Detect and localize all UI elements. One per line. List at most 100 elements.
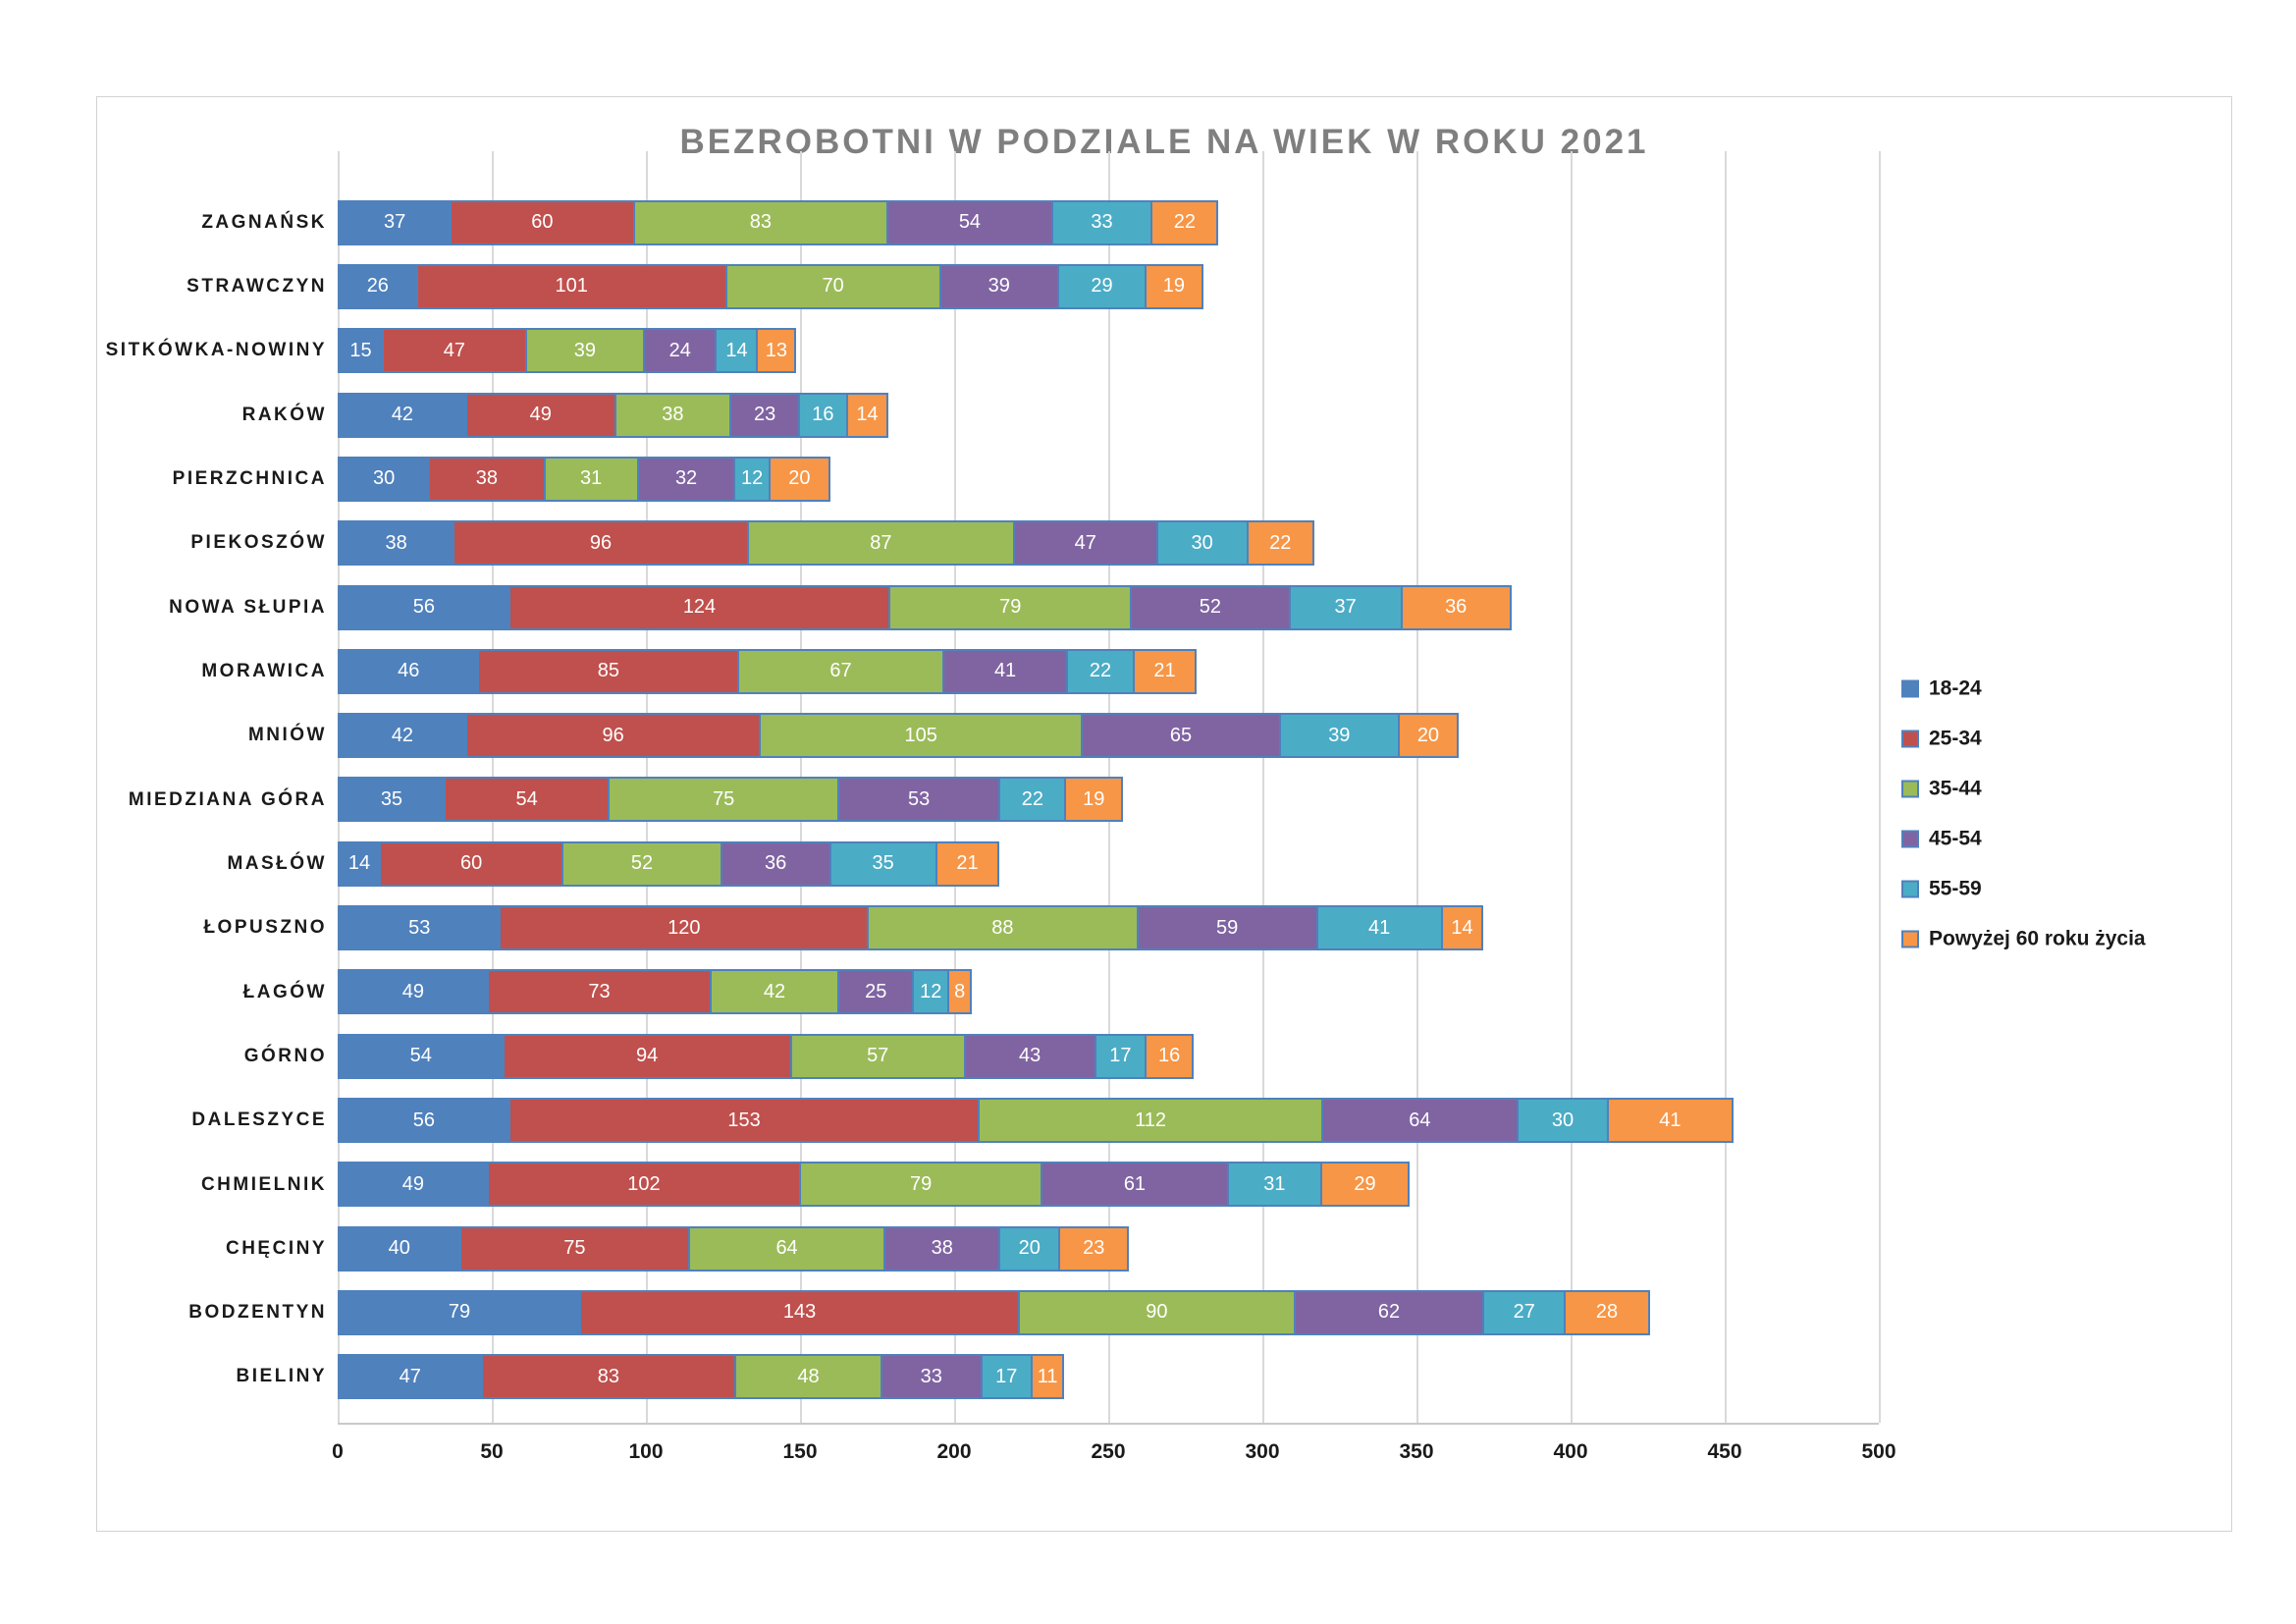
category-label: CHĘCINY <box>225 1237 327 1259</box>
bar-value-label: 49 <box>529 404 552 426</box>
bar-value-label: 96 <box>602 724 624 746</box>
bar-segment-Powyżej 60 roku życia: 16 <box>1145 1033 1195 1079</box>
bar-stack: 14 60 52 36 35 21 <box>338 840 1879 887</box>
gridline <box>1416 151 1418 1423</box>
bar-value-label: 43 <box>1019 1045 1041 1067</box>
bar-value-label: 40 <box>388 1237 410 1260</box>
bar-value-label: 15 <box>349 339 372 361</box>
y-axis-labels: ZAGNAŃSK STRAWCZYN SITKÓWKA-NOWINY RAKÓW PIE… <box>103 151 327 1423</box>
bar-segment-55-59: 22 <box>1066 648 1135 694</box>
bar-value-label: 38 <box>385 531 407 554</box>
bar-segment-18-24: 15 <box>338 328 385 374</box>
bar-value-label: 31 <box>580 467 603 490</box>
chart-row: 30 38 31 32 12 20 <box>338 447 1879 511</box>
bar-value-label: 16 <box>1158 1045 1181 1067</box>
category-cell: PIEKOSZÓW <box>103 512 327 575</box>
bar-segment-45-54: 41 <box>941 648 1069 694</box>
bar-stack: 54 94 57 43 17 16 <box>338 1033 1879 1079</box>
bar-value-label: 31 <box>1263 1172 1286 1195</box>
bar-value-label: 153 <box>727 1109 761 1131</box>
bar-segment-25-34: 60 <box>450 199 635 245</box>
bar-segment-45-54: 32 <box>636 456 736 502</box>
bar-segment-45-54: 33 <box>880 1354 983 1400</box>
gridline <box>1879 151 1881 1423</box>
bar-segment-18-24: 26 <box>338 263 418 309</box>
bar-value-label: 35 <box>872 852 894 875</box>
bar-value-label: 28 <box>1595 1301 1619 1324</box>
bar-segment-Powyżej 60 roku życia: 36 <box>1400 584 1512 630</box>
bar-segment-55-59: 17 <box>980 1354 1033 1400</box>
category-cell: ŁAGÓW <box>103 960 327 1024</box>
bar-value-label: 94 <box>636 1045 659 1067</box>
legend-label: 45-54 <box>1929 827 1982 850</box>
bar-stack: 15 47 39 24 14 13 <box>338 328 1879 374</box>
bar-value-label: 102 <box>627 1172 661 1195</box>
bar-value-label: 27 <box>1513 1301 1535 1324</box>
bar-stack: 30 38 31 32 12 20 <box>338 456 1879 502</box>
legend-label: 55-59 <box>1929 877 1982 900</box>
bar-value-label: 30 <box>1551 1109 1575 1131</box>
bar-value-label: 112 <box>1135 1109 1167 1131</box>
bar-segment-35-44: 83 <box>632 199 889 245</box>
category-label: PIEKOSZÓW <box>190 532 327 554</box>
bar-segment-45-54: 52 <box>1130 584 1291 630</box>
bar-segment-35-44: 67 <box>737 648 944 694</box>
bar-value-label: 38 <box>931 1237 953 1260</box>
bar-value-label: 16 <box>812 404 834 426</box>
bar-value-label: 14 <box>856 404 879 426</box>
bar-value-label: 85 <box>597 660 619 682</box>
bar-value-label: 17 <box>1109 1045 1132 1067</box>
bar-value-label: 21 <box>956 852 979 875</box>
bar-segment-25-34: 49 <box>464 392 616 438</box>
bar-value-label: 101 <box>555 275 588 298</box>
legend-swatch <box>1901 830 1919 848</box>
bar-value-label: 29 <box>1354 1172 1376 1195</box>
bar-value-label: 62 <box>1377 1301 1401 1324</box>
bar-value-label: 47 <box>443 339 465 361</box>
bar-segment-35-44: 31 <box>543 456 639 502</box>
bar-value-label: 87 <box>870 531 892 554</box>
bar-segment-45-54: 62 <box>1293 1289 1485 1335</box>
chart-row: 79 143 90 62 27 28 <box>338 1280 1879 1344</box>
category-cell: CHĘCINY <box>103 1217 327 1280</box>
bar-segment-25-34: 102 <box>486 1162 802 1208</box>
bar-segment-18-24: 38 <box>338 520 455 567</box>
bar-value-label: 83 <box>749 211 772 234</box>
bar-value-label: 48 <box>797 1365 820 1387</box>
category-label: MNIÓW <box>247 725 327 746</box>
bar-value-label: 8 <box>954 980 966 1002</box>
bar-segment-55-59: 27 <box>1482 1289 1567 1335</box>
legend-label: Powyżej 60 roku życia <box>1929 927 2146 950</box>
bar-value-label: 37 <box>1334 596 1357 619</box>
category-cell: MASŁÓW <box>103 832 327 895</box>
bar-value-label: 21 <box>1153 660 1176 682</box>
legend-item: 55-59 <box>1901 878 2146 901</box>
bar-segment-55-59: 41 <box>1315 905 1443 951</box>
x-tick-label: 200 <box>936 1440 972 1463</box>
bar-segment-25-34: 38 <box>428 456 546 502</box>
bar-segment-Powyżej 60 roku życia: 14 <box>1440 905 1484 951</box>
bar-stack: 38 96 87 47 30 22 <box>338 520 1879 567</box>
bar-segment-45-54: 24 <box>643 328 718 374</box>
bar-segment-Powyżej 60 roku życia: 19 <box>1145 263 1203 309</box>
bar-segment-18-24: 49 <box>338 969 489 1015</box>
bar-value-label: 79 <box>999 596 1022 619</box>
bar-value-label: 13 <box>765 339 787 361</box>
bar-segment-35-44: 39 <box>524 328 646 374</box>
bar-value-label: 11 <box>1037 1365 1058 1387</box>
bar-value-label: 96 <box>589 531 613 554</box>
category-label: GÓRNO <box>243 1045 327 1066</box>
bar-stack: 56 153 112 64 30 41 <box>338 1098 1879 1144</box>
bar-value-label: 52 <box>1199 596 1221 619</box>
bar-segment-35-44: 75 <box>608 777 839 823</box>
category-label: STRAWCZYN <box>187 276 327 298</box>
legend-label: 35-44 <box>1929 777 1982 800</box>
bar-value-label: 124 <box>682 596 717 619</box>
legend-item: 35-44 <box>1901 778 2146 801</box>
category-label: ŁOPUSZNO <box>203 917 327 939</box>
bar-segment-45-54: 53 <box>836 777 1001 823</box>
bar-value-label: 41 <box>993 660 1017 682</box>
bar-segment-55-59: 12 <box>912 969 950 1015</box>
legend-item: 25-34 <box>1901 728 2146 751</box>
gridline <box>1571 151 1573 1423</box>
